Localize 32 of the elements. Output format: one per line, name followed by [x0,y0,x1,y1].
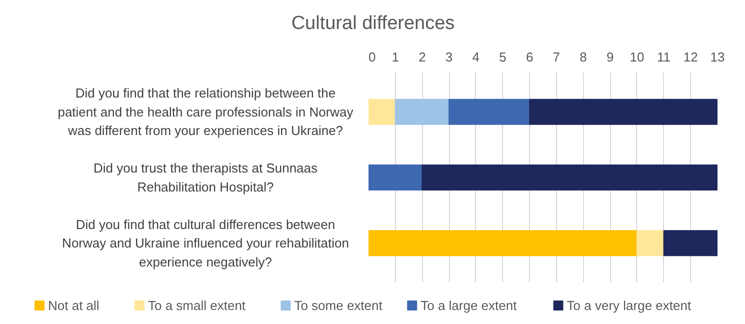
bar [636,230,664,256]
bar [368,98,396,125]
bar [368,230,638,256]
chart-title: Cultural differences [291,13,455,34]
legend-label: To a small extent [148,298,246,313]
bar [422,164,718,190]
x-tick-label: 5 [499,50,506,64]
x-tick-label: 6 [526,50,534,64]
x-tick-label: 13 [710,50,725,64]
x-tick-label: 0 [368,50,376,64]
bar [663,230,718,256]
x-tick-label: 1 [392,50,399,64]
bar [394,98,450,125]
legend-label: To some extent [294,298,383,313]
x-tick-label: 10 [630,50,644,64]
legend-label: Not at all [48,298,100,313]
x-tick-label: 3 [445,50,453,64]
bar [529,98,718,125]
legend-label: To a large extent [420,298,518,313]
y-tick-label: Did you find that cultural differences between Norway and Ukraine influenced your rehabilitation experience negatively? [62,216,349,270]
x-tick-label: 9 [606,50,614,64]
x-tick-label: 7 [552,50,560,64]
x-tick-label: 11 [657,50,671,64]
x-tick-label: 4 [472,50,480,64]
y-tick-label: Did you trust the therapists at Sunnaas Rehabilitation Hospital? [93,160,318,194]
legend-label: To a very large extent [566,298,692,313]
y-tick-label: Did you find that the relationship between the patient and the health care professionals in Norway was different from your experiences in Ukraine? [58,86,354,138]
bar [368,164,423,190]
x-tick-label: 12 [683,50,698,64]
x-tick-label: 2 [418,50,426,64]
bar [448,98,530,125]
x-tick-label: 8 [580,50,587,64]
